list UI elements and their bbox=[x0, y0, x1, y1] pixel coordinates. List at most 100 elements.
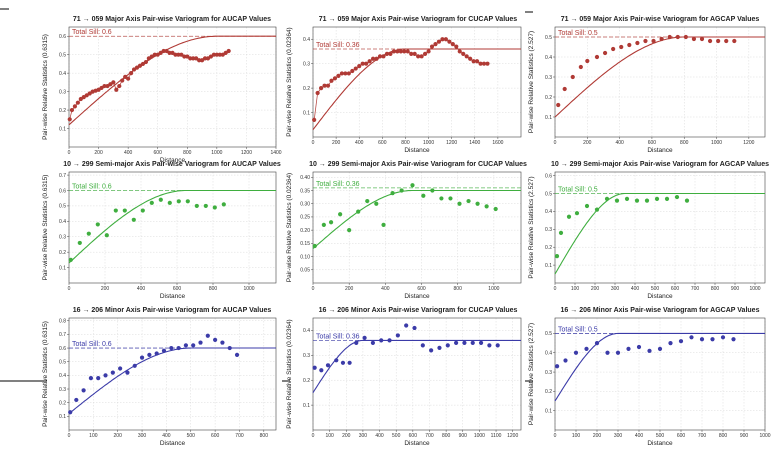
data-point bbox=[197, 58, 202, 63]
x-tick-label: 1000 bbox=[488, 286, 499, 292]
x-tick-label: 500 bbox=[187, 433, 196, 439]
plot-frame bbox=[68, 171, 277, 284]
y-axis-label: Pair-wise Relative Statistics (2.527) bbox=[528, 176, 535, 278]
data-point bbox=[364, 61, 369, 66]
data-point bbox=[654, 196, 660, 201]
y-tick-label: 0.4 bbox=[545, 351, 552, 357]
data-point bbox=[185, 199, 190, 204]
data-point bbox=[474, 59, 480, 64]
y-tick-label: 0.6 bbox=[59, 346, 66, 352]
data-point bbox=[329, 78, 334, 83]
x-tick-label: 400 bbox=[375, 433, 384, 439]
data-point bbox=[234, 352, 240, 357]
data-point bbox=[626, 346, 631, 351]
data-point bbox=[691, 36, 697, 42]
data-point bbox=[457, 49, 462, 54]
x-tick-label: 0 bbox=[554, 286, 557, 292]
sill-label: Total Sill: 0.36 bbox=[316, 181, 360, 188]
data-point bbox=[439, 196, 444, 201]
x-tick-label: 300 bbox=[611, 286, 620, 292]
plot-area bbox=[555, 172, 765, 283]
y-tick-label: 0.10 bbox=[300, 254, 310, 260]
data-point bbox=[558, 230, 564, 235]
y-tick-label: 0.3 bbox=[303, 61, 310, 67]
chart-title: 16 → 206 Minor Axis Pair-wise Variogram … bbox=[561, 307, 760, 314]
data-point bbox=[213, 337, 218, 342]
data-point bbox=[481, 61, 487, 66]
data-point bbox=[611, 46, 616, 52]
plot-area bbox=[313, 318, 521, 430]
data-point bbox=[176, 199, 181, 204]
x-tick-label: 1000 bbox=[474, 433, 485, 439]
x-tick-label: 1400 bbox=[270, 150, 281, 156]
data-point bbox=[312, 117, 317, 122]
y-tick-label: 0.6 bbox=[59, 34, 66, 40]
x-tick-label: 1000 bbox=[423, 140, 434, 146]
y-axis-label: Pair-wise Relative Statistics (2.527) bbox=[528, 31, 535, 133]
sill-label: Total Sill: 0.5 bbox=[558, 186, 598, 193]
y-tick-label: 0.4 bbox=[303, 328, 310, 334]
chart-panel-6: 0 100 200 300 400 500 600 700 800 900 1000 0.1 0.2 0.… bbox=[528, 161, 769, 300]
data-point bbox=[594, 341, 600, 346]
sill-label: Total Sill: 0.6 bbox=[72, 341, 112, 348]
data-point bbox=[188, 56, 193, 61]
data-point bbox=[627, 42, 632, 48]
data-point bbox=[374, 56, 379, 61]
model-curve bbox=[68, 35, 276, 126]
x-tick-label: 800 bbox=[719, 433, 728, 439]
data-point bbox=[77, 240, 82, 246]
data-point bbox=[584, 203, 590, 209]
x-tick-label: 400 bbox=[124, 150, 133, 156]
data-point bbox=[68, 257, 73, 262]
x-tick-label: 600 bbox=[154, 150, 163, 156]
data-point bbox=[338, 212, 343, 217]
data-point bbox=[634, 198, 640, 203]
y-tick-label: 0.30 bbox=[300, 202, 310, 208]
chart-title: 71 → 059 Major Axis Pair-wise Variogram … bbox=[73, 16, 271, 23]
data-point bbox=[328, 220, 334, 225]
x-tick-label: 1200 bbox=[507, 433, 518, 439]
data-point bbox=[495, 343, 500, 348]
y-tick-label: 0.3 bbox=[59, 89, 66, 95]
y-tick-label: 0.6 bbox=[545, 173, 552, 179]
y-axis-label: Pair-wise Relative Statistics (0.02364) bbox=[286, 319, 293, 428]
data-point bbox=[405, 49, 410, 54]
y-tick-label: 0.1 bbox=[59, 414, 66, 420]
x-tick-label: 700 bbox=[425, 433, 434, 439]
data-point bbox=[152, 52, 157, 57]
sill-label: Total Sill: 0.36 bbox=[316, 333, 360, 340]
y-tick-label: 0.7 bbox=[59, 332, 66, 338]
data-point bbox=[176, 52, 181, 57]
data-point bbox=[88, 375, 94, 381]
data-point bbox=[420, 343, 425, 348]
x-tick-label: 600 bbox=[409, 433, 418, 439]
data-point bbox=[203, 203, 208, 209]
x-tick-label: 200 bbox=[101, 286, 110, 292]
data-point bbox=[390, 191, 395, 196]
x-axis-label: Distance bbox=[160, 293, 186, 300]
chart-panel-5: 0 200 400 600 800 1000 0.05 0.10 0.15 0.20 0.25 0.3… bbox=[286, 161, 527, 300]
data-point bbox=[468, 56, 473, 61]
data-point bbox=[636, 344, 642, 350]
y-tick-label: 0.1 bbox=[59, 126, 66, 132]
data-point bbox=[126, 76, 131, 81]
y-tick-label: 0.1 bbox=[303, 110, 310, 116]
data-point bbox=[436, 39, 442, 44]
chart-panel-1: 0 200 400 600 800 1000 1200 1400 0.1 0.2 0.3 0.4 0.5… bbox=[42, 16, 282, 164]
x-tick-label: 800 bbox=[260, 433, 269, 439]
data-point bbox=[470, 340, 475, 345]
data-point bbox=[381, 222, 386, 227]
data-point bbox=[487, 343, 492, 348]
data-point bbox=[395, 333, 400, 338]
chart-panel-4: 0 200 400 600 800 1000 0.1 0.2 0.3 0.4 0.5 0.6 0.7 10… bbox=[42, 161, 281, 300]
data-point bbox=[95, 222, 100, 227]
data-point bbox=[114, 87, 119, 92]
data-point bbox=[370, 56, 376, 61]
x-tick-label: 300 bbox=[359, 433, 368, 439]
data-point bbox=[319, 368, 324, 373]
plot-frame bbox=[312, 26, 522, 138]
data-point bbox=[422, 51, 428, 56]
x-tick-label: 400 bbox=[631, 286, 640, 292]
